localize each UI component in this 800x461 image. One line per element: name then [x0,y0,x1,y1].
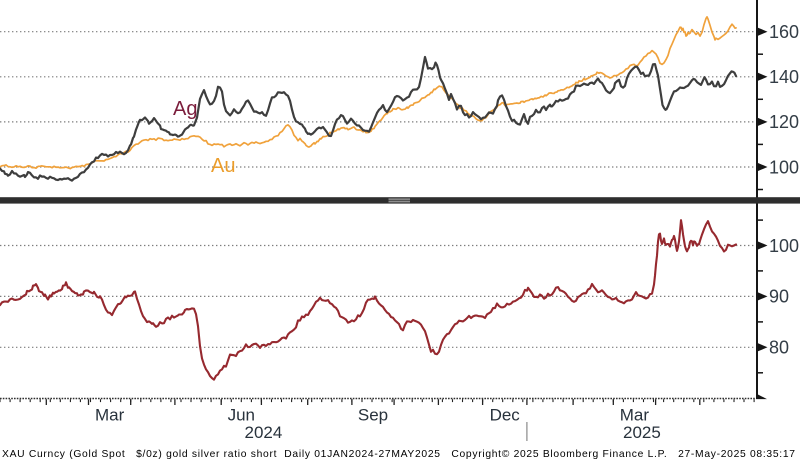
svg-text:Mar: Mar [620,406,650,425]
svg-text:90: 90 [769,287,789,307]
svg-text:120: 120 [769,112,799,132]
svg-text:100: 100 [769,157,799,177]
svg-text:140: 140 [769,67,799,87]
svg-text:Au: Au [211,155,235,177]
svg-text:Mar: Mar [95,406,125,425]
svg-text:Jun: Jun [228,406,255,425]
svg-text:2025: 2025 [623,423,661,442]
svg-text:2024: 2024 [244,423,282,442]
svg-text:XAU Curncy (Gold Spot $/0z): XAU Curncy (Gold Spot $/0z) gold silver … [2,449,796,460]
svg-text:80: 80 [769,338,789,358]
svg-text:100: 100 [769,236,799,256]
svg-text:Dec: Dec [490,406,521,425]
svg-text:160: 160 [769,22,799,42]
svg-text:Ag: Ag [173,98,197,120]
svg-text:Sep: Sep [358,406,388,425]
